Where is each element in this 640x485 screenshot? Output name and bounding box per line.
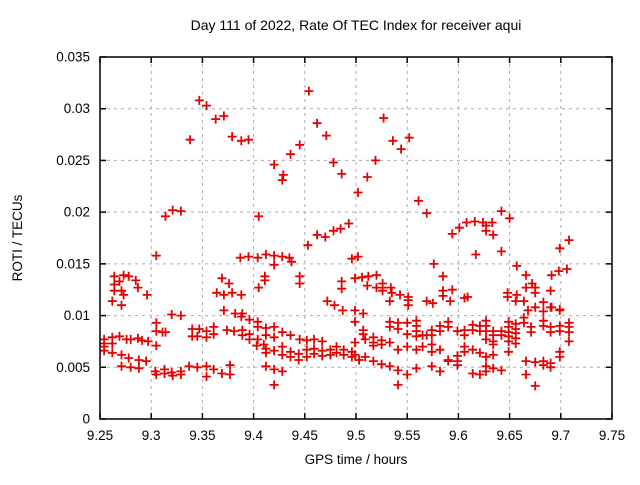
- chart-title: Day 111 of 2022, Rate Of TEC Index for r…: [191, 17, 522, 33]
- y-axis-title: ROTI / TECUs: [10, 194, 25, 281]
- data-point-markers: [99, 86, 574, 391]
- y-tick-label: 0.02: [64, 205, 90, 220]
- x-tick-label: 9.4: [244, 428, 263, 443]
- x-axis-title: GPS time / hours: [305, 452, 408, 467]
- y-tick-labels: 0 0.005 0.01 0.015 0.02 0.025 0.03 0.035: [56, 50, 90, 427]
- y-tick-label: 0.015: [56, 256, 90, 271]
- y-tick-label: 0.01: [64, 308, 90, 323]
- x-tick-label: 9.35: [189, 428, 215, 443]
- axes-and-ticks: [99, 56, 613, 420]
- y-tick-label: 0.035: [56, 50, 90, 65]
- x-tick-label: 9.65: [496, 428, 522, 443]
- y-tick-label: 0.005: [56, 360, 90, 375]
- x-tick-label: 9.25: [87, 428, 113, 443]
- x-tick-labels: 9.25 9.3 9.35 9.4 9.45 9.5 9.55 9.6 9.65 9.7 9.75: [87, 428, 625, 443]
- data-points: [99, 86, 574, 391]
- x-tick-label: 9.55: [394, 428, 420, 443]
- x-tick-label: 9.5: [347, 428, 366, 443]
- x-tick-label: 9.75: [599, 428, 625, 443]
- y-tick-label: 0: [82, 412, 90, 427]
- x-tick-label: 9.3: [142, 428, 161, 443]
- y-tick-label: 0.025: [56, 153, 90, 168]
- x-tick-label: 9.7: [551, 428, 570, 443]
- x-tick-label: 9.6: [449, 428, 468, 443]
- x-tick-label: 9.45: [292, 428, 318, 443]
- y-tick-label: 0.03: [64, 101, 90, 116]
